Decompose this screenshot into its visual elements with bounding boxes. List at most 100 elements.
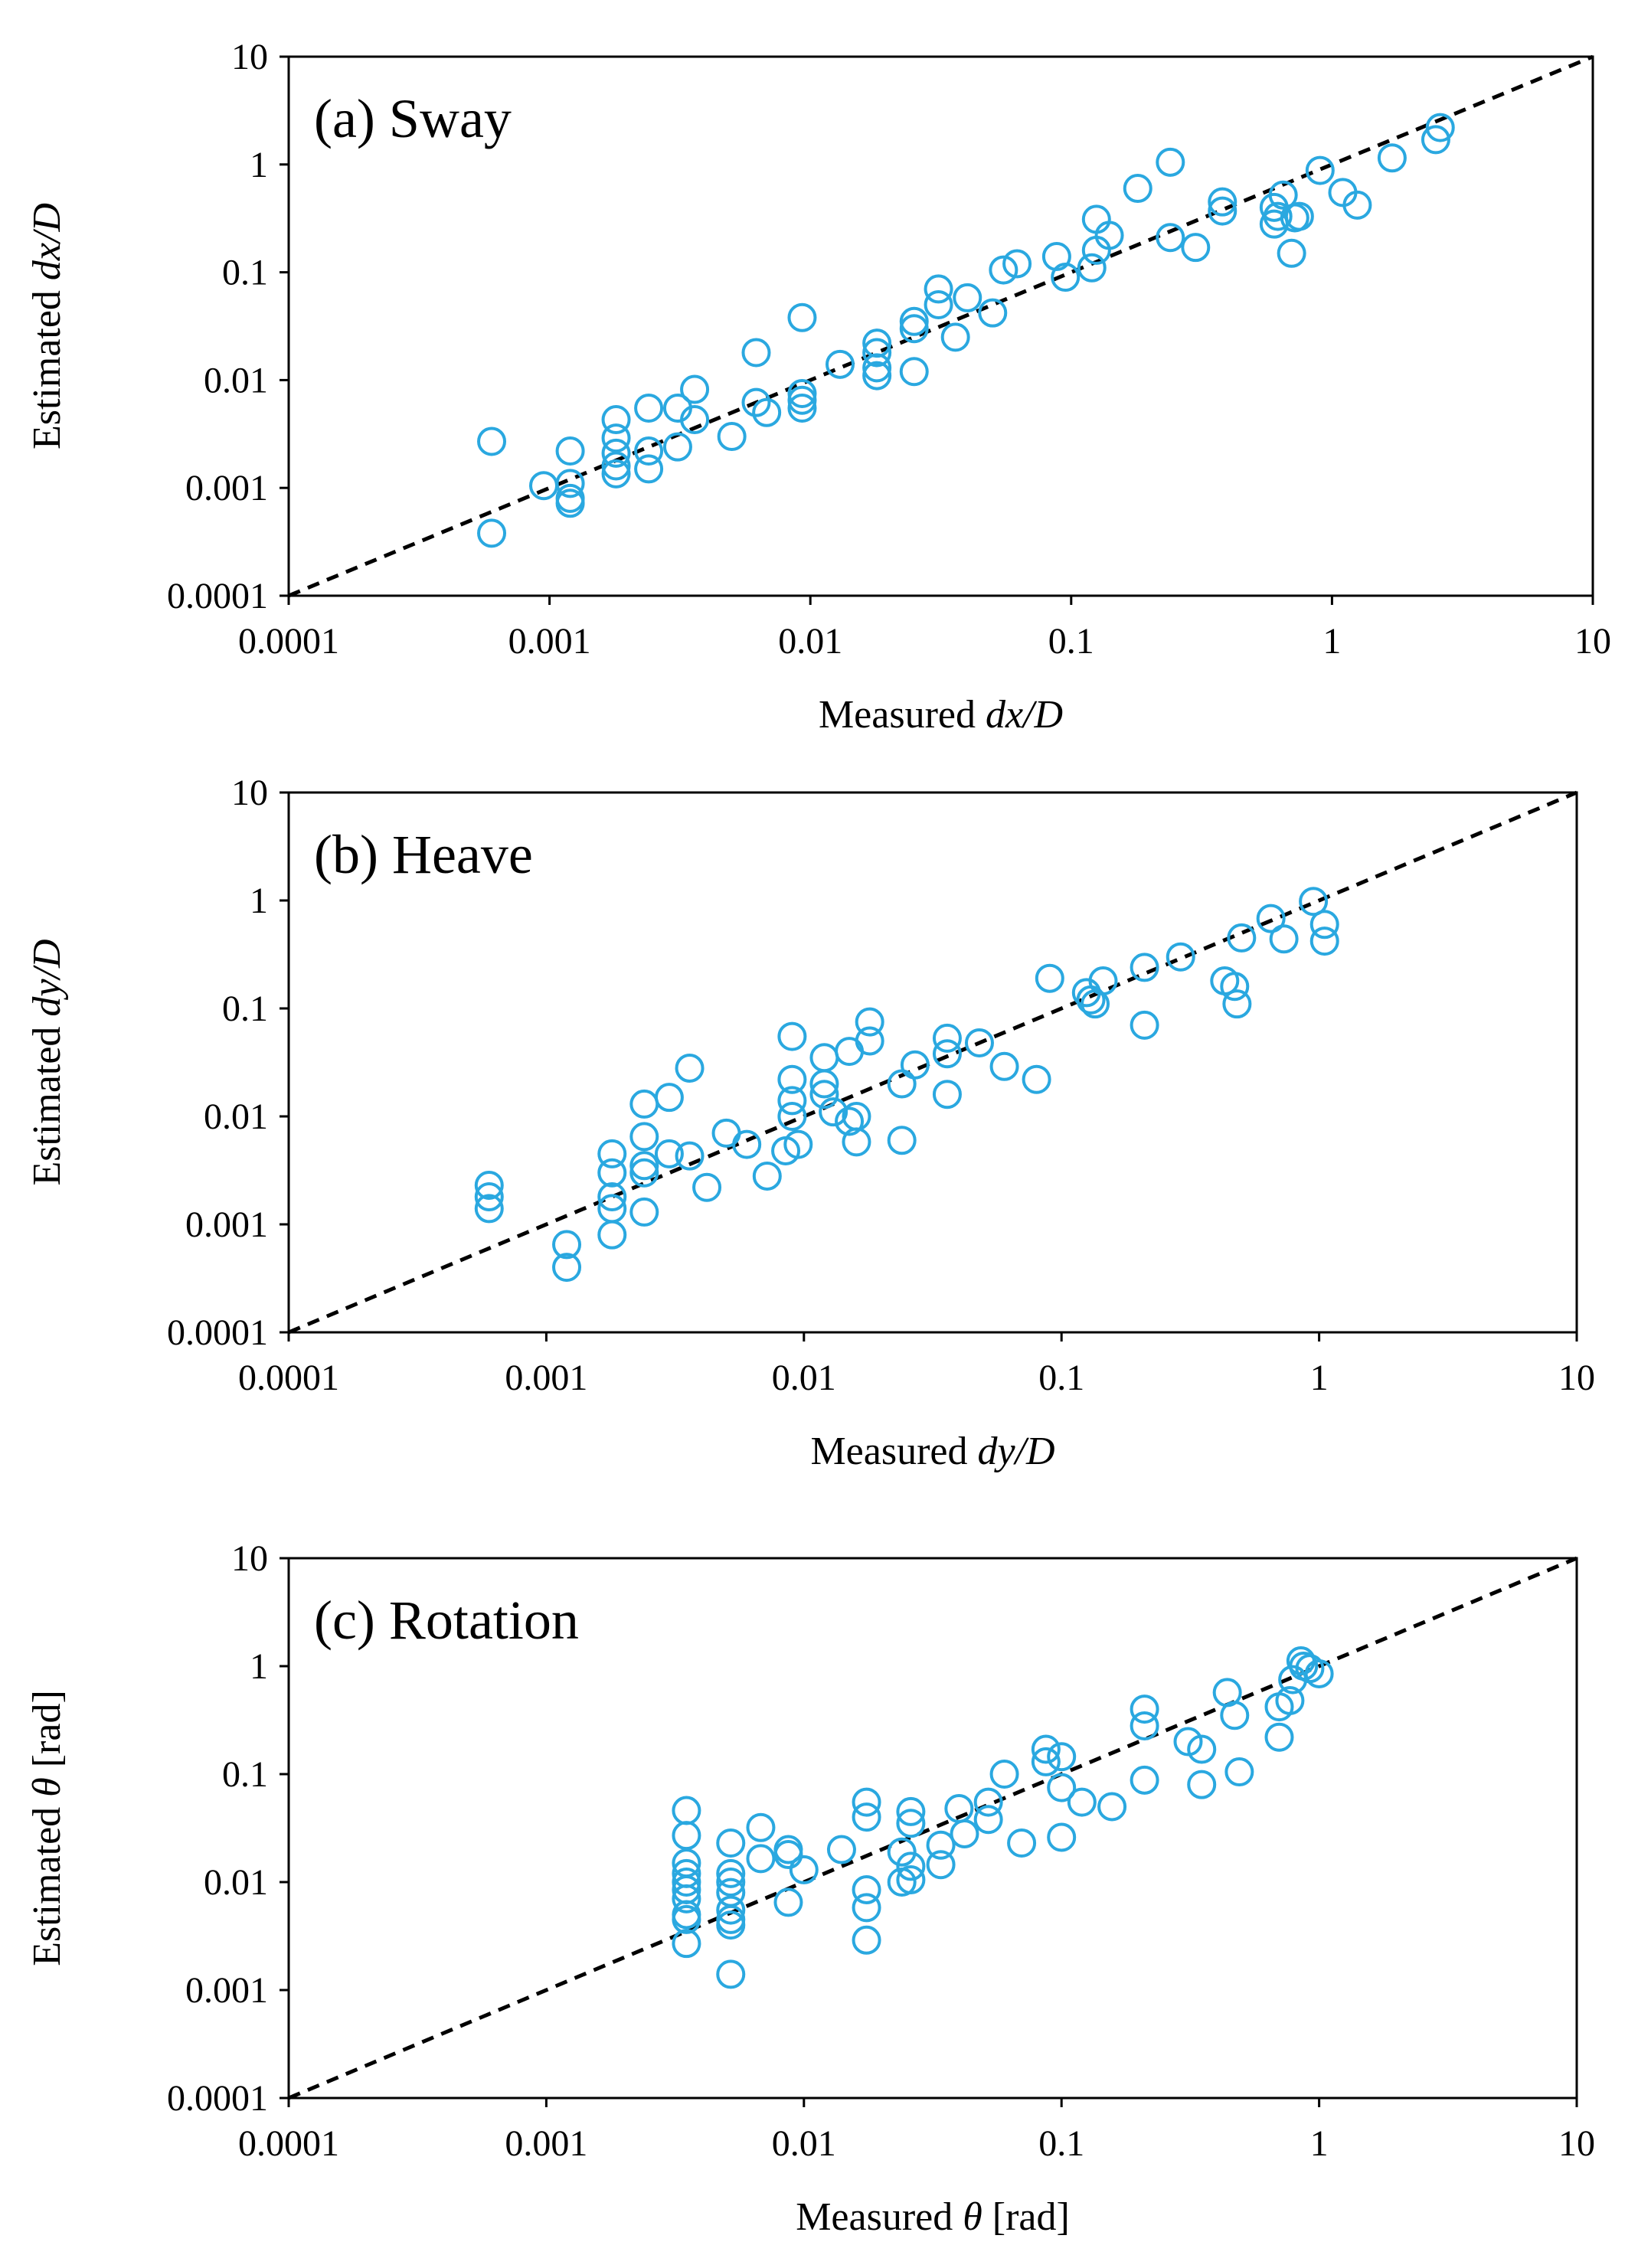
data-point — [1263, 201, 1293, 231]
data-point — [1309, 910, 1339, 940]
data-point — [1047, 1773, 1077, 1802]
data-point — [926, 1830, 956, 1860]
data-point — [900, 1050, 930, 1080]
data-point — [964, 1028, 994, 1057]
data-point — [474, 1194, 504, 1224]
data-point — [787, 302, 817, 332]
data-point — [716, 1868, 746, 1897]
data-point — [835, 1106, 865, 1136]
data-point — [842, 1127, 871, 1157]
x-axis-label-part: [rad] — [982, 2195, 1070, 2239]
data-point — [552, 1253, 582, 1283]
x-axis-label: Measured dx/D — [819, 693, 1063, 737]
data-point — [675, 1053, 705, 1083]
data-point — [597, 1158, 627, 1188]
data-point — [597, 1139, 627, 1168]
reference-line — [288, 790, 1578, 1335]
data-point — [777, 1021, 807, 1051]
data-point — [1130, 1711, 1159, 1740]
data-point — [852, 1787, 881, 1817]
data-point — [953, 283, 982, 312]
data-point — [887, 1126, 917, 1155]
data-point — [989, 255, 1018, 285]
data-point — [1299, 887, 1329, 917]
chart-panel-sway: 0.0001 0.001 0.01 0.1 1 10 0.0001 0.001 0.01 0.1 1… — [25, 37, 1611, 737]
data-point — [978, 298, 1008, 328]
data-point — [1007, 1828, 1037, 1858]
y-axis-label: Estimated θ [rad] — [25, 1690, 69, 1966]
data-point — [654, 1139, 684, 1168]
data-point — [809, 1043, 839, 1073]
data-point — [732, 1129, 762, 1159]
reference-line — [288, 54, 1594, 598]
data-point — [887, 1837, 917, 1867]
data-point — [1002, 249, 1032, 279]
data-point — [1130, 1765, 1159, 1795]
y-axis-label: Estimated dx/D — [25, 203, 69, 449]
data-point — [852, 1802, 881, 1832]
x-axis-label-part: Measured — [810, 1430, 977, 1473]
data-point — [862, 361, 892, 391]
data-point — [926, 1850, 956, 1880]
data-point — [899, 314, 929, 344]
data-point — [672, 1904, 701, 1934]
data-point — [1067, 1787, 1097, 1817]
data-point — [692, 1172, 722, 1202]
data-point — [634, 454, 664, 484]
x-tick-label: 0.1 — [1038, 1358, 1084, 1398]
y-axis-label-part: θ — [25, 1777, 69, 1797]
data-point — [601, 459, 631, 489]
x-tick-label: 0.001 — [505, 2123, 587, 2164]
data-point — [716, 1959, 746, 1989]
x-tick-label: 10 — [1558, 2123, 1595, 2164]
data-point — [924, 289, 953, 319]
data-point — [1187, 1770, 1217, 1799]
data-point — [629, 1151, 659, 1181]
x-tick-label: 10 — [1558, 1358, 1595, 1398]
data-point — [783, 1129, 813, 1159]
data-point — [1208, 187, 1237, 217]
y-tick-label: 1 — [250, 145, 268, 185]
data-point — [1022, 1064, 1051, 1094]
y-axis-label-part: dy/D — [25, 939, 69, 1016]
data-point — [741, 387, 771, 417]
y-tick-label: 0.1 — [222, 253, 268, 293]
data-point — [1088, 966, 1118, 996]
y-tick-label: 0.001 — [185, 1970, 268, 2011]
data-point — [896, 1796, 926, 1826]
y-tick-label: 1 — [250, 1646, 268, 1687]
data-point — [989, 1051, 1019, 1081]
panel-title: (c) Rotation — [314, 1590, 579, 1651]
data-point — [680, 405, 710, 435]
data-point — [555, 436, 585, 466]
data-point — [1130, 1010, 1159, 1040]
x-axis-label: Measured θ [rad] — [796, 2195, 1070, 2239]
data-point — [716, 1910, 746, 1940]
data-point — [1081, 204, 1111, 234]
data-point — [973, 1805, 1003, 1835]
data-point — [717, 422, 747, 452]
x-tick-label: 0.0001 — [238, 1358, 339, 1398]
data-point — [741, 338, 771, 368]
data-point — [672, 1821, 701, 1851]
data-point — [896, 1809, 926, 1838]
data-point — [899, 306, 929, 336]
data-point — [1031, 1747, 1061, 1776]
data-point — [950, 1819, 979, 1848]
data-point — [1224, 1757, 1254, 1787]
data-point — [1342, 190, 1372, 220]
data-point — [1264, 1722, 1294, 1752]
data-point — [716, 1828, 746, 1858]
data-point — [1097, 1792, 1127, 1822]
data-point — [474, 1182, 504, 1212]
data-point — [1425, 113, 1455, 142]
data-point — [842, 1102, 871, 1131]
x-tick-label: 0.01 — [772, 1358, 836, 1398]
data-point — [896, 1865, 926, 1895]
x-tick-label: 10 — [1574, 621, 1611, 662]
x-tick-label: 0.001 — [505, 1358, 587, 1398]
x-axis-label-part: dx/D — [986, 693, 1063, 737]
data-point — [789, 1855, 819, 1884]
data-point — [716, 1858, 746, 1888]
data-point — [932, 1080, 962, 1109]
